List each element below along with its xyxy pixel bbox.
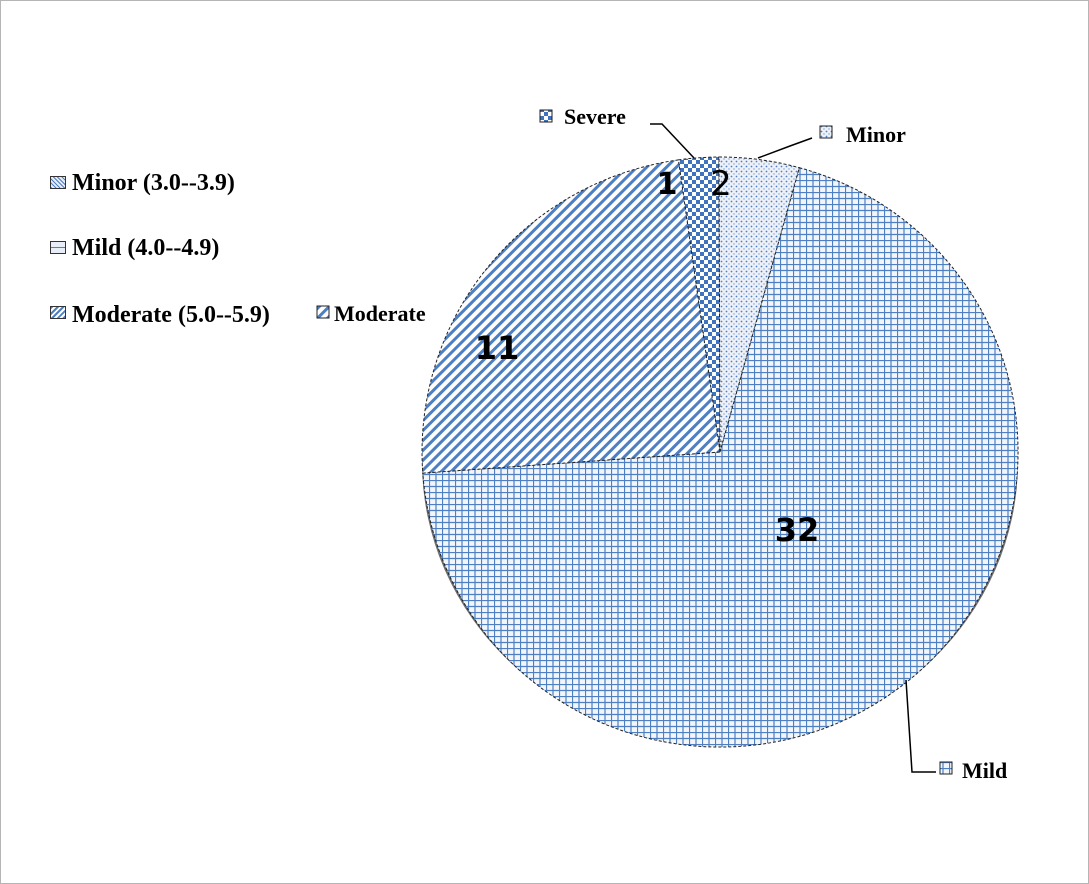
data-label-severe: 1: [657, 167, 678, 202]
pie-slice-mild: [422, 167, 1019, 748]
legend-swatch-dots: [50, 176, 66, 189]
data-label-mild: 32: [775, 511, 820, 549]
legend-item-minor: Minor (3.0--3.9): [50, 170, 235, 197]
legend-swatch-grid: [50, 241, 66, 254]
legend-item-moderate: Moderate (5.0--5.9): [50, 300, 282, 330]
pie-slice-moderate: [421, 159, 721, 474]
severe-swatch: [539, 109, 553, 123]
data-label-moderate: 11: [475, 329, 520, 367]
category-label-moderate: Moderate: [316, 301, 426, 326]
category-label-minor: Minor: [819, 122, 906, 147]
category-label-mild-text: Mild: [962, 758, 1007, 783]
category-label-moderate-text: Moderate: [334, 301, 426, 326]
pie-slices: [421, 156, 1019, 748]
category-label-minor-text: Minor: [846, 122, 906, 147]
legend-item-mild: Mild (4.0--4.9): [50, 235, 219, 262]
leader-line-mild: [905, 679, 936, 773]
legend-label: Mild (4.0--4.9): [72, 235, 220, 261]
data-label-minor: 2: [710, 164, 732, 204]
mild-swatch: [939, 761, 953, 775]
minor-swatch: [819, 125, 833, 139]
legend-label: Moderate (5.0--5.9): [72, 302, 270, 328]
legend-swatch-diagonal: [50, 306, 66, 319]
legend-label: Minor (3.0--3.9): [72, 170, 235, 196]
leader-line-minor: [757, 137, 813, 159]
category-label-mild: Mild: [939, 758, 1007, 783]
moderate-swatch: [316, 305, 330, 319]
category-label-severe-text: Severe: [564, 104, 626, 129]
leader-line-severe: [650, 123, 695, 159]
category-label-severe: Severe: [539, 104, 626, 129]
